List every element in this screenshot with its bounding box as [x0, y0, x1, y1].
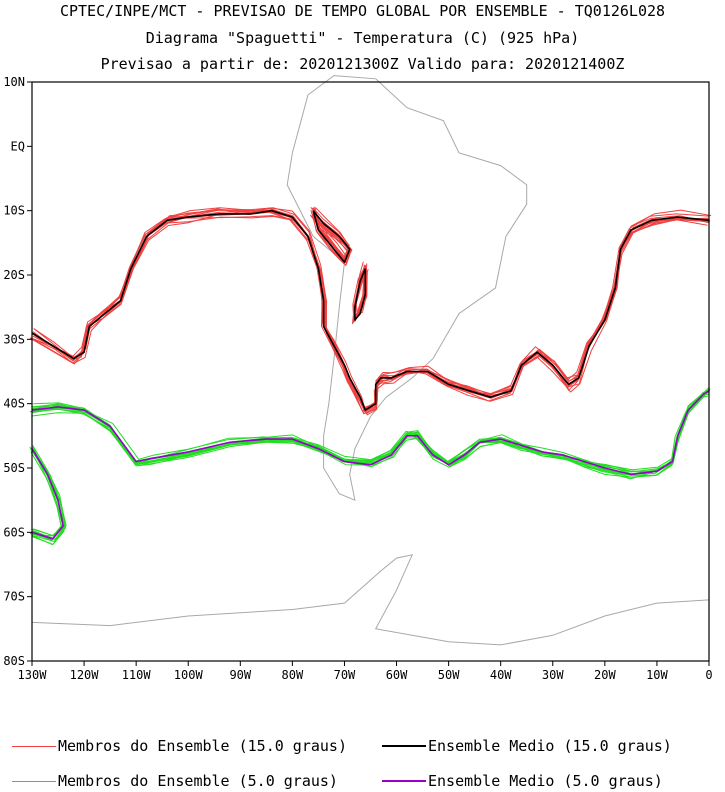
chart-title: Diagrama "Spaguetti" - Temperatura (C) (…: [145, 29, 580, 47]
member-line-5-10-0: [32, 390, 710, 472]
x-tick-label: 10W: [646, 668, 668, 682]
y-tick-label: 10S: [3, 204, 25, 218]
ensemble-mean-line-5-1: [31, 448, 64, 540]
legend-swatch-members-15: [12, 745, 56, 747]
x-tick-label: 130W: [18, 668, 48, 682]
legend-label-mean-5: Ensemble Medio (5.0 graus): [428, 772, 663, 790]
member-line-15-10-1: [313, 206, 349, 258]
chart-header-line-1: CPTEC/INPE/MCT - PREVISAO DE TEMPO GLOBA…: [59, 2, 666, 20]
plot-area: [32, 82, 709, 661]
x-tick-label: 50W: [438, 668, 460, 682]
y-tick-label: 70S: [3, 590, 25, 604]
y-tick-label: 60S: [3, 525, 25, 539]
legend-label-members-15: Membros do Ensemble (15.0 graus): [58, 737, 347, 755]
legend-members-15: Membros do Ensemble (15.0 graus): [12, 737, 347, 755]
x-tick-label: 60W: [386, 668, 408, 682]
x-tick-label: 120W: [70, 668, 100, 682]
legend-label-members-5: Membros do Ensemble (5.0 graus): [58, 772, 338, 790]
legend-label-mean-15: Ensemble Medio (15.0 graus): [428, 737, 672, 755]
member-line-5-7-0: [31, 389, 711, 478]
x-tick-label: 90W: [229, 668, 251, 682]
x-tick-label: 40W: [490, 668, 512, 682]
coastline-antarctica: [31, 554, 710, 646]
member-line-15-8-0: [30, 213, 709, 414]
y-tick-label: EQ: [11, 139, 25, 153]
x-tick-label: 20W: [594, 668, 616, 682]
y-tick-label: 20S: [3, 268, 25, 282]
chart-header-line-3: Previsao a partir de: 2020121300Z Valido…: [100, 55, 625, 73]
plot-frame: [31, 81, 710, 662]
legend-swatch-mean-5: [382, 780, 426, 782]
ensemble-mean-line-15-0: [31, 209, 710, 411]
legend-mean-15: Ensemble Medio (15.0 graus): [382, 737, 672, 755]
ensemble-mean-line-15-1: [312, 210, 351, 263]
member-line-15-11-1: [309, 207, 352, 258]
y-tick-label: 30S: [3, 332, 25, 346]
y-tick-label: 10N: [3, 75, 25, 89]
legend-swatch-mean-15: [382, 745, 426, 747]
x-tick-label: 30W: [542, 668, 564, 682]
x-tick-label: 80W: [282, 668, 304, 682]
y-tick-label: 50S: [3, 461, 25, 475]
x-tick-label: 110W: [122, 668, 152, 682]
y-tick-label: 80S: [3, 654, 25, 668]
legend-members-5: Membros do Ensemble (5.0 graus): [12, 772, 338, 790]
x-tick-label: 70W: [334, 668, 356, 682]
legend-mean-5: Ensemble Medio (5.0 graus): [382, 772, 663, 790]
x-tick-label: 100W: [174, 668, 204, 682]
legend-swatch-members-5: [12, 780, 56, 782]
spaghetti-chart: 130W 120W 110W 100W 90W 80W 70W 60W 50W 40W 30W 20W…: [3, 75, 712, 682]
ensemble-mean-line-5-0: [31, 390, 710, 476]
x-tick-label: 0: [705, 668, 712, 682]
axes-layer: 130W 120W 110W 100W 90W 80W 70W 60W 50W 40W 30W 20W…: [3, 75, 712, 682]
y-tick-label: 40S: [3, 397, 25, 411]
ensemble-mean-line-15-2: [354, 268, 367, 321]
contour-lines-layer: [29, 206, 712, 546]
